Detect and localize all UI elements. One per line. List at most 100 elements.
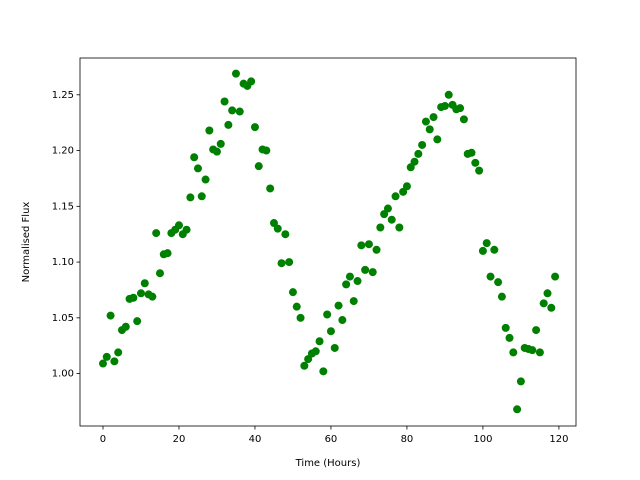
- y-tick-label: 1.00: [52, 369, 74, 380]
- x-tick-label: 20: [173, 434, 186, 445]
- point: [266, 184, 275, 193]
- point: [516, 377, 525, 386]
- point: [292, 302, 301, 311]
- point: [391, 192, 400, 201]
- point: [129, 293, 138, 302]
- point: [513, 405, 522, 414]
- point: [228, 106, 237, 115]
- point: [136, 289, 145, 298]
- point: [193, 164, 202, 173]
- point: [300, 361, 309, 370]
- point: [482, 239, 491, 248]
- point: [414, 149, 423, 158]
- point: [235, 107, 244, 116]
- point: [402, 182, 411, 191]
- point: [376, 223, 385, 232]
- y-tick-label: 1.15: [52, 201, 74, 212]
- y-axis-label: Normalised Flux: [21, 202, 32, 283]
- point: [186, 193, 195, 202]
- point: [418, 140, 427, 149]
- point: [220, 97, 229, 106]
- point: [231, 69, 240, 78]
- point: [205, 126, 214, 135]
- point: [429, 113, 438, 122]
- plot-frame: [79, 57, 577, 427]
- point: [509, 348, 518, 357]
- point: [345, 272, 354, 281]
- point: [326, 327, 335, 336]
- point: [254, 162, 263, 171]
- point: [106, 311, 115, 320]
- point: [155, 269, 164, 278]
- point: [311, 347, 320, 356]
- point: [494, 278, 503, 287]
- point: [490, 245, 499, 254]
- point: [368, 268, 377, 277]
- point: [133, 317, 142, 326]
- point: [285, 258, 294, 267]
- x-tick-label: 80: [401, 434, 414, 445]
- x-tick-label: 100: [473, 434, 492, 445]
- point: [262, 146, 271, 155]
- point: [304, 355, 313, 364]
- point: [421, 117, 430, 126]
- point: [98, 359, 107, 368]
- point: [247, 77, 256, 86]
- point: [535, 348, 544, 357]
- point: [406, 163, 415, 172]
- point: [277, 259, 286, 268]
- point: [387, 215, 396, 224]
- point: [148, 292, 157, 301]
- point: [152, 229, 161, 238]
- point: [114, 348, 123, 357]
- point: [399, 187, 408, 196]
- point: [528, 346, 537, 355]
- point: [539, 299, 548, 308]
- point: [216, 139, 225, 148]
- point: [395, 223, 404, 232]
- point: [459, 115, 468, 124]
- point: [174, 221, 183, 230]
- x-tick-label: 120: [549, 434, 568, 445]
- point: [102, 352, 111, 361]
- point: [532, 326, 541, 335]
- point: [212, 147, 221, 156]
- point: [201, 175, 210, 184]
- x-axis-label: Time (Hours): [295, 458, 361, 469]
- x-tick-label: 40: [249, 434, 262, 445]
- point: [543, 289, 552, 298]
- y-tick-label: 1.20: [52, 146, 74, 157]
- point: [440, 101, 449, 110]
- point: [296, 313, 305, 322]
- point: [273, 224, 282, 233]
- point: [281, 230, 290, 239]
- point: [444, 90, 453, 99]
- point: [380, 210, 389, 219]
- point: [288, 288, 297, 297]
- point: [505, 333, 514, 342]
- point: [357, 241, 366, 250]
- point: [224, 120, 233, 129]
- point: [501, 323, 510, 332]
- point: [197, 192, 206, 201]
- point: [182, 225, 191, 234]
- point: [551, 272, 560, 281]
- point: [250, 123, 259, 132]
- point: [269, 219, 278, 228]
- point: [471, 158, 480, 167]
- point: [121, 322, 130, 331]
- point: [547, 303, 556, 312]
- point: [425, 125, 434, 134]
- point: [478, 246, 487, 255]
- point: [342, 280, 351, 289]
- point: [353, 277, 362, 286]
- y-tick-label: 1.10: [52, 257, 74, 268]
- point: [110, 357, 119, 366]
- point: [334, 301, 343, 310]
- point: [338, 316, 347, 325]
- point: [486, 272, 495, 281]
- point: [372, 245, 381, 254]
- point: [323, 310, 332, 319]
- point: [140, 279, 149, 288]
